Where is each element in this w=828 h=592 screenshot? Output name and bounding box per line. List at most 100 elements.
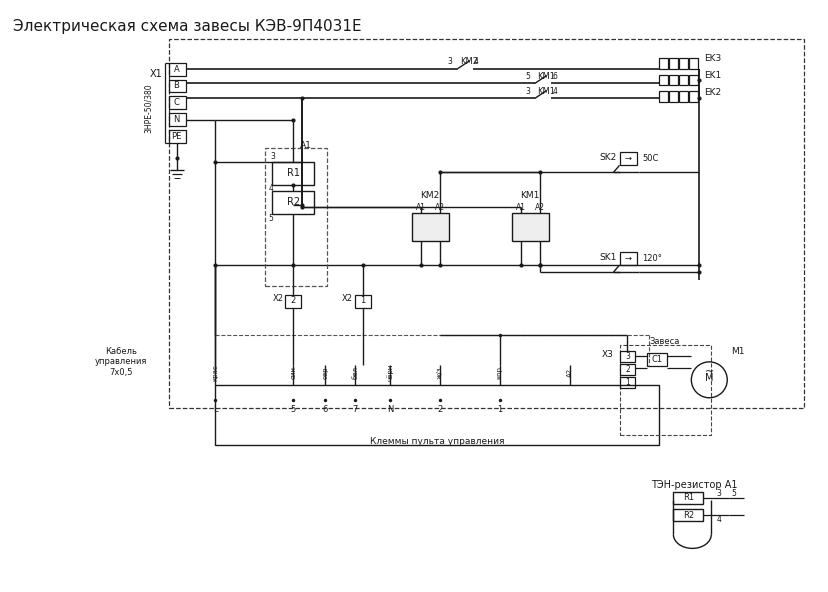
Bar (619, 252, 637, 265)
Bar (679, 92, 687, 102)
Bar (168, 79, 185, 92)
Text: Кабель
управления
7х0,5: Кабель управления 7х0,5 (94, 347, 147, 377)
Text: 4: 4 (551, 87, 556, 96)
Text: ТЭН-резистор А1: ТЭН-резистор А1 (650, 480, 737, 490)
Bar (672, 510, 702, 522)
Bar (658, 57, 667, 69)
Text: KM1: KM1 (536, 72, 554, 81)
Text: 4: 4 (716, 515, 721, 524)
Bar (168, 114, 185, 127)
Bar (511, 213, 548, 241)
Text: A1: A1 (515, 202, 525, 212)
Text: A: A (174, 65, 179, 73)
Text: N: N (173, 115, 180, 124)
Text: L: L (213, 406, 218, 414)
Bar (168, 63, 185, 76)
Text: 120°: 120° (642, 253, 662, 263)
Text: сер: сер (322, 366, 328, 379)
Text: A2: A2 (534, 202, 544, 212)
Text: 6: 6 (551, 72, 556, 81)
Text: R1: R1 (682, 493, 693, 502)
Text: R2: R2 (286, 197, 300, 207)
Text: PE: PE (171, 133, 181, 141)
Text: EK2: EK2 (704, 88, 720, 97)
Text: SK1: SK1 (599, 253, 616, 262)
Bar (272, 162, 314, 185)
Bar (689, 57, 697, 69)
Text: крас: крас (212, 365, 219, 381)
Text: A1: A1 (416, 202, 426, 212)
Text: X2: X2 (272, 294, 283, 304)
Bar (672, 491, 702, 504)
Text: X3: X3 (601, 350, 613, 359)
Bar (679, 75, 687, 85)
Text: M1: M1 (730, 348, 744, 356)
Bar (619, 364, 635, 375)
Text: 50С: 50С (642, 154, 658, 163)
Bar (168, 96, 185, 110)
Text: KM2: KM2 (460, 57, 477, 66)
Bar (689, 75, 697, 85)
Bar (658, 75, 667, 85)
Bar (619, 152, 637, 165)
Bar (668, 92, 677, 102)
Bar (689, 92, 697, 102)
Bar (619, 345, 710, 435)
Text: X2: X2 (342, 294, 353, 304)
Bar (658, 92, 667, 102)
Text: Завеса: Завеса (648, 337, 679, 346)
Text: 3: 3 (525, 87, 530, 96)
Text: X1: X1 (150, 69, 162, 79)
Text: 3: 3 (270, 152, 275, 161)
Bar (215, 385, 658, 445)
Text: 4: 4 (473, 57, 478, 66)
Text: бел: бел (352, 366, 358, 379)
Text: N: N (387, 406, 392, 414)
Text: син: син (290, 366, 296, 379)
Bar (647, 353, 667, 366)
Text: EK3: EK3 (704, 54, 720, 63)
Bar (619, 377, 635, 388)
Text: 2: 2 (437, 406, 442, 414)
Bar (668, 57, 677, 69)
Bar (168, 38, 803, 408)
Text: R1: R1 (286, 168, 300, 178)
Text: чёрн: чёрн (386, 364, 393, 381)
Text: Клеммы пульта управления: Клеммы пульта управления (369, 437, 503, 446)
Bar (668, 75, 677, 85)
Text: C1: C1 (651, 355, 662, 364)
Text: кор: кор (496, 366, 503, 379)
Text: M: M (704, 373, 713, 383)
Text: 5: 5 (731, 489, 736, 498)
Bar (285, 295, 301, 308)
Text: 3НРЕ-50/380: 3НРЕ-50/380 (144, 83, 153, 133)
Text: 1: 1 (497, 406, 502, 414)
Text: C: C (173, 98, 180, 108)
Text: Электрическая схема завесы КЭВ-9П4031Е: Электрическая схема завесы КЭВ-9П4031Е (13, 19, 361, 34)
Text: SK2: SK2 (599, 153, 616, 162)
Bar (354, 295, 371, 308)
Text: 2: 2 (291, 297, 296, 305)
Text: 3: 3 (624, 352, 629, 361)
Text: EK1: EK1 (704, 71, 720, 80)
Bar (265, 149, 327, 286)
Text: 5: 5 (525, 72, 530, 81)
Bar (272, 191, 314, 214)
Text: A2: A2 (435, 202, 445, 212)
Text: →: → (624, 154, 631, 163)
Text: KM2: KM2 (420, 191, 439, 200)
Text: KM1: KM1 (519, 191, 539, 200)
Text: 1: 1 (360, 297, 365, 305)
Text: →: → (624, 253, 631, 263)
Text: 3: 3 (716, 489, 721, 498)
Text: 5: 5 (291, 406, 296, 414)
Text: A2: A2 (566, 368, 572, 377)
Text: 5: 5 (268, 214, 273, 223)
Text: ~: ~ (704, 367, 713, 377)
Text: KM1: KM1 (536, 87, 554, 96)
Text: B: B (173, 82, 180, 91)
Bar (412, 213, 449, 241)
Bar (619, 351, 635, 362)
Text: R2: R2 (682, 511, 693, 520)
Text: 7: 7 (352, 406, 358, 414)
